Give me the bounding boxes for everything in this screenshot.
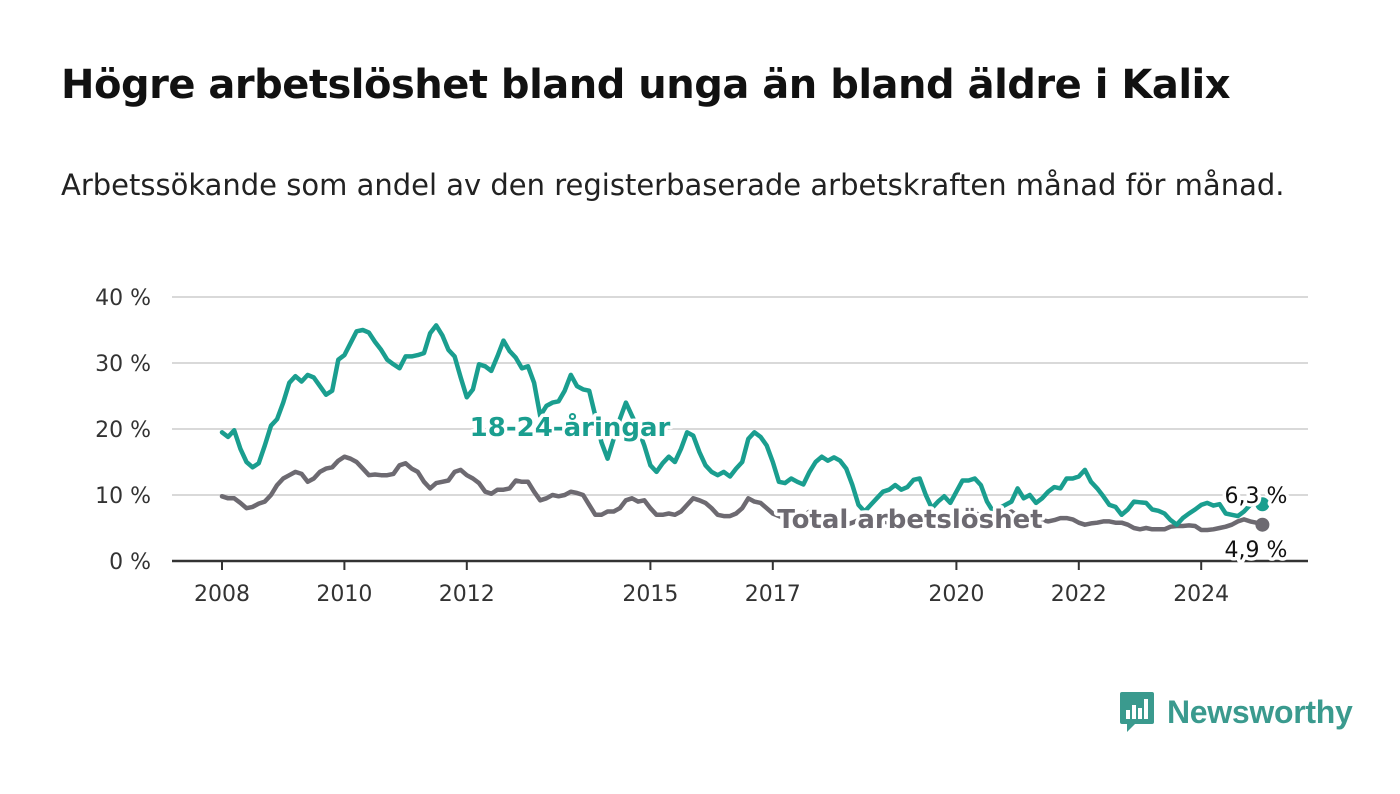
chart-subtitle: Arbetssökande som andel av den registerb… (61, 168, 1285, 202)
y-tick-label: 20 % (95, 418, 151, 443)
youth-series-label: 18-24-åringar (470, 411, 671, 443)
x-tick-label: 2020 (928, 582, 984, 607)
x-tick-label: 2008 (194, 582, 250, 607)
y-axis-ticks: 0 % 10 % 20 % 30 % 40 % (95, 286, 151, 575)
x-tick-label: 2017 (745, 582, 801, 607)
total-series-label-halo: Total arbetslöshet (777, 505, 1042, 535)
youth-series-line (219, 323, 1265, 527)
x-tick-label: 2024 (1173, 582, 1229, 607)
youth-end-point (1255, 497, 1270, 512)
x-tick-label: 2012 (439, 582, 495, 607)
x-tick-label: 2015 (622, 582, 678, 607)
total-series-label: Total arbetslöshet (777, 505, 1042, 535)
y-tick-label: 40 % (95, 286, 151, 311)
logo-text: Newsworthy (1167, 693, 1353, 730)
x-tick-label: 2022 (1051, 582, 1107, 607)
gridlines (172, 296, 1308, 563)
series-lines (219, 323, 1270, 533)
youth-end-label-halo: 6,3 % (1225, 484, 1288, 509)
x-axis-ticks: 2008 2010 2012 2015 2017 2020 2022 2024 (194, 561, 1229, 607)
y-tick-label: 30 % (95, 352, 151, 377)
bar-chart-icon (1120, 692, 1154, 732)
newsworthy-logo: Newsworthy (1119, 690, 1353, 734)
total-end-label: 4,9 % (1225, 538, 1288, 563)
youth-end-label: 6,3 % (1225, 484, 1288, 509)
x-tick-label: 2010 (316, 582, 372, 607)
chart-title: Högre arbetslöshet bland unga än bland ä… (61, 62, 1231, 108)
youth-series-label-halo: 18-24-åringar (470, 411, 671, 443)
total-end-label-halo: 4,9 % (1225, 538, 1288, 563)
y-tick-label: 10 % (95, 484, 151, 509)
total-end-point (1255, 517, 1270, 532)
total-series-line (219, 454, 1265, 533)
y-tick-label: 0 % (109, 550, 151, 575)
